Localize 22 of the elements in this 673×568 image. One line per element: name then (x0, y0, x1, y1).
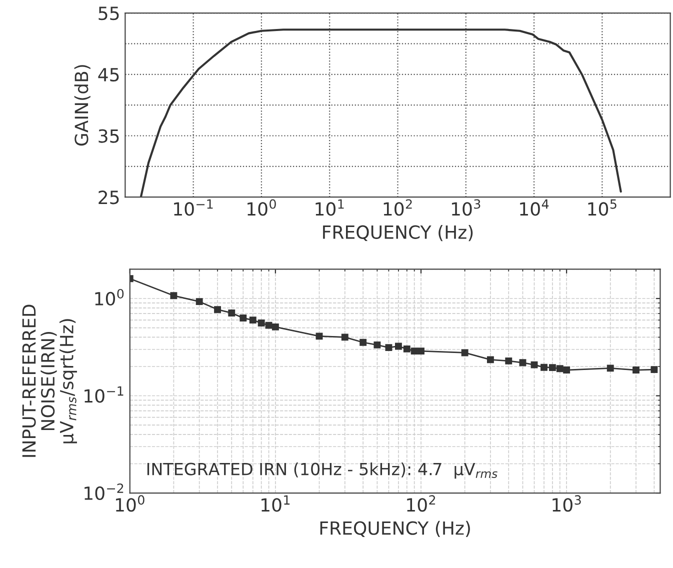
y-tick-label: 10$^{0}$ (95, 288, 124, 306)
x-tick-label: 10$^{3}$ (552, 495, 581, 512)
x-axis-title: FREQUENCY (Hz) (320, 520, 470, 538)
x-axis-title: FREQUENCY (Hz) (323, 225, 473, 242)
y-tick-label: 55 (98, 6, 119, 20)
x-tick-label: 10$^{0}$ (116, 495, 144, 512)
x-tick-label: 10$^{1}$ (316, 199, 344, 216)
y-tick-label: 35 (98, 129, 119, 143)
x-tick-label: 10$^{2}$ (384, 199, 412, 216)
annotation: INTEGRATED IRN (10Hz - 5kHz): 4.7 μV$_{rms}$ (147, 462, 498, 479)
x-tick-label: 10$^{4}$ (520, 199, 549, 216)
y-axis-title: GAIN(dB) (74, 65, 90, 146)
x-tick-label: 10$^{3}$ (452, 199, 480, 216)
x-tick-label: 10$^{5}$ (588, 199, 616, 216)
y-tick-label: 25 (98, 190, 119, 204)
x-tick-label: 10$^{1}$ (262, 495, 290, 512)
y-tick-label: 10$^{−1}$ (84, 386, 124, 403)
x-tick-label: 10$^{2}$ (407, 495, 436, 512)
y-tick-label: 45 (98, 68, 119, 82)
x-tick-label: 10$^{0}$ (248, 199, 276, 216)
x-tick-label: 10$^{−1}$ (174, 199, 213, 216)
y-axis-title: INPUT-REFERRED NOISE(IRN) μV$_{rms}$/sqrt(Hz) (22, 304, 77, 457)
